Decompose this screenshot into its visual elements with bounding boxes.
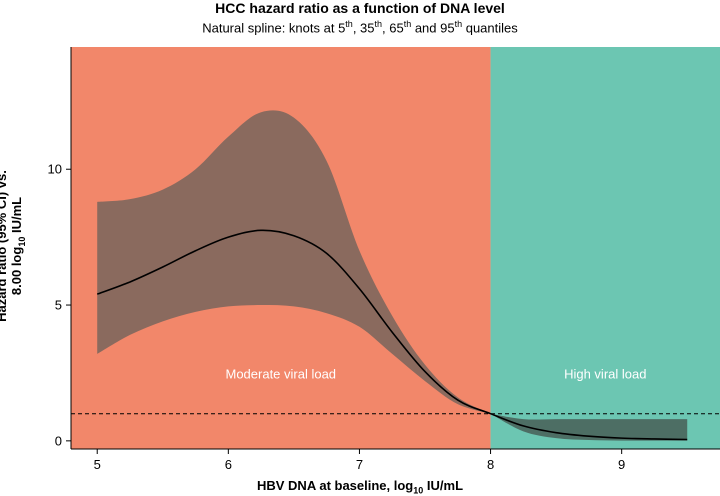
y-tick-label: 5 — [55, 298, 62, 313]
subtitle-sup-3: th — [403, 19, 412, 29]
subtitle-prefix: Natural spline: knots at 5 — [202, 20, 346, 36]
y-axis-label-line2-sub: 10 — [16, 236, 27, 247]
x-axis-label-sub: 10 — [413, 485, 424, 496]
y-tick-label: 10 — [48, 162, 62, 177]
x-tick-label: 9 — [618, 457, 625, 472]
subtitle-sup-2: th — [374, 19, 383, 29]
y-tick-label: 0 — [55, 433, 62, 448]
y-axis-label: Hazard ratio (95% CI) vs. 8.00 log10 IU/m… — [0, 170, 30, 322]
subtitle-sup-1: th — [345, 19, 353, 29]
y-axis-label-line1: Hazard ratio (95% CI) vs. — [0, 170, 10, 322]
region-label-high: High viral load — [564, 366, 646, 381]
ci-band — [97, 110, 491, 414]
x-axis: 5 6 7 8 9 — [71, 448, 720, 472]
chart-title: HCC hazard ratio as a function of DNA le… — [215, 0, 505, 16]
region-label-moderate: Moderate viral load — [225, 366, 336, 381]
x-axis-label: HBV DNA at baseline, log10 IU/mL — [0, 478, 720, 496]
x-tick-label: 5 — [94, 457, 101, 472]
subtitle-mid-2: , 65 — [382, 20, 404, 36]
x-axis-label-prefix: HBV DNA at baseline, log — [256, 478, 414, 493]
x-tick-label: 6 — [225, 457, 232, 472]
subtitle-sup-4: th — [454, 19, 463, 29]
chart-subtitle: Natural spline: knots at 5th, 35th, 65th… — [0, 19, 720, 35]
hazard-ratio-line — [96, 229, 688, 441]
subtitle-suffix: quantiles — [462, 20, 518, 36]
subtitle-mid-1: , 35 — [352, 20, 375, 36]
x-axis-label-suffix: IU/mL — [423, 478, 464, 493]
region-high — [490, 47, 720, 449]
x-tick-label: 8 — [487, 457, 494, 472]
subtitle-mid-3: and 95 — [411, 20, 455, 36]
ci-band-right — [490, 413, 688, 441]
x-tick-label: 7 — [356, 457, 363, 472]
y-axis: 0 5 10 — [48, 47, 72, 449]
y-axis-label-line2-prefix: 8.00 log — [9, 246, 25, 296]
y-axis-label-line2-suffix: IU/mL — [9, 196, 25, 237]
